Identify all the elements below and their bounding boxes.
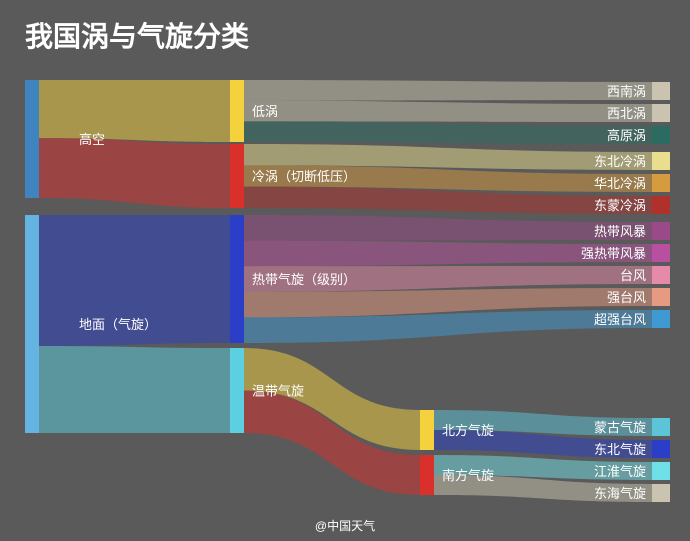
leaf-label: 江淮气旋 (594, 464, 646, 479)
flow (244, 121, 652, 144)
node-lengwo (230, 144, 244, 208)
label-nanfang: 南方气旋 (442, 468, 494, 483)
label-dimian: 地面（气旋） (79, 317, 157, 332)
label-redai: 热带气旋（级别） (252, 272, 356, 287)
leaf-node (652, 152, 670, 170)
label-lengwo: 冷涡（切断低压） (252, 169, 356, 184)
leaf-label: 蒙古气旋 (594, 420, 646, 435)
leaf-node (652, 174, 670, 192)
leaf-label: 东蒙冷涡 (594, 198, 646, 213)
flow (244, 215, 652, 241)
node-gaokong (25, 80, 39, 198)
leaf-node (652, 222, 670, 240)
node-dimian (25, 215, 39, 433)
leaf-node (652, 440, 670, 458)
sankey-diagram: 我国涡与气旋分类高空地面（气旋） 低涡冷涡（切断低压） 热带气旋（级别） 温带气旋北方… (0, 0, 690, 541)
node-redai (230, 215, 244, 343)
leaf-label: 超强台风 (594, 312, 646, 327)
node-beifang (420, 410, 434, 450)
flow (244, 80, 652, 101)
leaf-label: 华北冷涡 (594, 176, 646, 191)
leaf-node (652, 266, 670, 284)
label-wendai: 温带气旋 (252, 384, 304, 399)
leaf-node (652, 462, 670, 480)
chart-title: 我国涡与气旋分类 (25, 21, 249, 52)
flow (39, 138, 230, 208)
label-beifang: 北方气旋 (442, 423, 494, 438)
node-wendai (230, 348, 244, 433)
leaf-node (652, 244, 670, 262)
footer-credit: @中国天气 (315, 518, 375, 533)
leaf-label: 西南涡 (607, 84, 646, 99)
leaf-node (652, 310, 670, 328)
leaf-label: 强热带风暴 (581, 246, 646, 261)
leaf-node (652, 82, 670, 100)
flow (244, 101, 652, 122)
leaf-label: 东北冷涡 (594, 154, 646, 169)
leaf-label: 台风 (620, 268, 646, 283)
leaf-label: 高原涡 (607, 128, 646, 143)
flow (39, 80, 230, 142)
leaf-node (652, 196, 670, 214)
leaf-node (652, 288, 670, 306)
leaf-node (652, 418, 670, 436)
leaf-label: 东海气旋 (594, 486, 646, 501)
node-nanfang (420, 455, 434, 495)
leaf-label: 西北涡 (607, 106, 646, 121)
leaf-label: 热带风暴 (594, 224, 646, 239)
leaf-label: 东北气旋 (594, 442, 646, 457)
leaf-node (652, 126, 670, 144)
leaf-node (652, 484, 670, 502)
leaf-node (652, 104, 670, 122)
leaf-label: 强台风 (607, 290, 646, 305)
label-diwo: 低涡 (252, 104, 278, 119)
label-gaokong: 高空 (79, 132, 105, 147)
flow (39, 346, 230, 433)
node-diwo (230, 80, 244, 142)
